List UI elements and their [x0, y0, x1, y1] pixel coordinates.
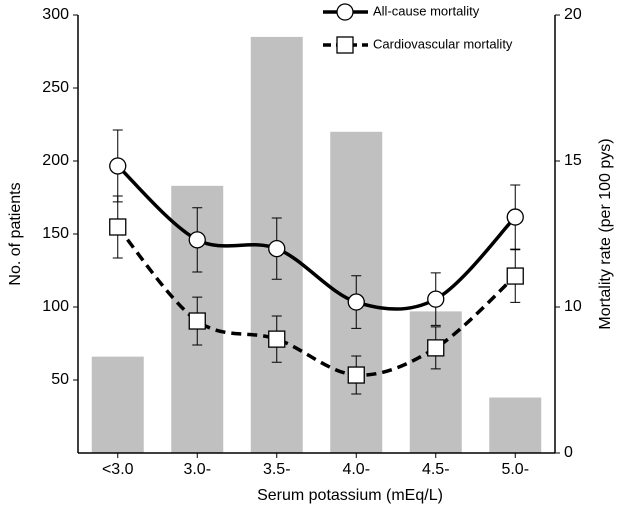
x-tick-label: 5.0- — [501, 461, 529, 478]
x-tick-label: 3.0- — [183, 461, 211, 478]
y2-tick-label: 0 — [564, 444, 573, 461]
y-tick-label: 250 — [42, 79, 69, 96]
legend-label: Cardiovascular mortality — [373, 36, 513, 51]
y-tick-label: 300 — [42, 6, 69, 23]
legend-marker — [336, 36, 354, 54]
data-point — [188, 312, 206, 330]
data-point — [109, 157, 127, 175]
data-point — [109, 218, 127, 236]
data-point — [268, 330, 286, 348]
y2-axis-title: Mortality rate (per 100 pys) — [597, 138, 614, 329]
y2-tick-label: 20 — [564, 6, 582, 23]
data-point — [427, 290, 445, 308]
y-axis-title: No. of patients — [7, 182, 24, 285]
legend-label: All-cause mortality — [373, 3, 480, 18]
y-tick-label: 100 — [42, 298, 69, 315]
bar — [91, 356, 144, 453]
x-axis-title: Serum potassium (mEq/L) — [257, 487, 443, 504]
x-tick-label: 4.0- — [342, 461, 370, 478]
y-tick-label: 150 — [42, 225, 69, 242]
data-point — [268, 239, 286, 258]
series-line — [116, 225, 517, 377]
x-tick-label: 3.5- — [263, 461, 291, 478]
data-point — [506, 208, 524, 226]
data-point — [347, 293, 365, 311]
series-line — [116, 164, 517, 311]
y2-tick-label: 10 — [564, 298, 582, 315]
y-tick-label: 200 — [42, 152, 69, 169]
y-tick-label: 50 — [51, 371, 69, 388]
legend-marker — [336, 3, 354, 21]
bar — [489, 397, 542, 453]
y2-tick-label: 15 — [564, 152, 582, 169]
data-point — [506, 267, 524, 285]
data-point — [347, 366, 365, 384]
data-point — [427, 339, 445, 357]
data-point — [188, 231, 206, 249]
x-tick-label: <3.0 — [102, 461, 134, 478]
x-tick-label: 4.5- — [422, 461, 450, 478]
